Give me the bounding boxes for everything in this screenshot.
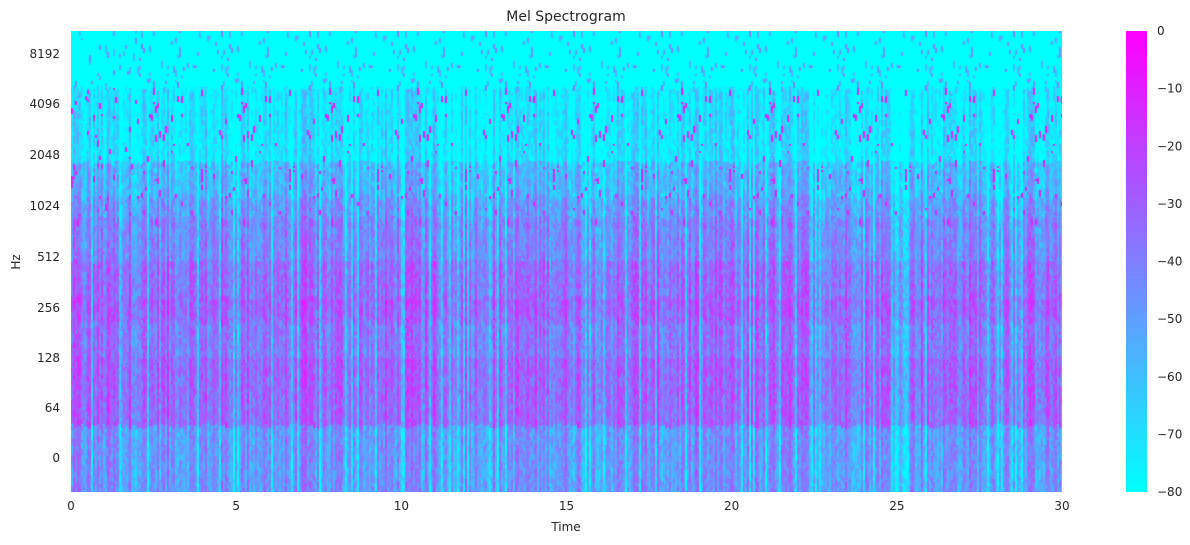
x-axis-ticks: 0 5 10 15 20 25 30 <box>67 499 1069 513</box>
colorbar-tick-label: −40 <box>1157 255 1182 269</box>
colorbar-ticks: 0 −10 −20 −30 −40 −50 −60 −70 −80 <box>1157 24 1182 499</box>
y-tick-label: 512 <box>37 250 60 264</box>
colorbar-tick-label: −80 <box>1157 485 1182 499</box>
x-tick-label: 15 <box>559 499 574 513</box>
y-tick-label: 128 <box>37 351 60 365</box>
x-tick-label: 30 <box>1054 499 1069 513</box>
y-tick-label: 8192 <box>29 47 60 61</box>
colorbar-tick-label: −70 <box>1157 427 1182 441</box>
y-tick-label: 0 <box>52 451 60 465</box>
colorbar <box>1126 31 1147 492</box>
chart-title: Mel Spectrogram <box>506 9 625 25</box>
y-axis-ticks: 0 64 128 256 512 1024 2048 4096 8192 <box>29 47 60 465</box>
spectrogram-heatmap <box>71 31 1062 492</box>
colorbar-tick-label: −60 <box>1157 370 1182 384</box>
y-tick-label: 1024 <box>29 199 60 213</box>
colorbar-tick-label: −10 <box>1157 82 1182 96</box>
x-tick-label: 20 <box>724 499 739 513</box>
x-tick-label: 10 <box>394 499 409 513</box>
colorbar-tick-label: −50 <box>1157 312 1182 326</box>
x-tick-label: 25 <box>889 499 904 513</box>
x-axis-label: Time <box>550 520 580 534</box>
y-tick-label: 4096 <box>29 97 60 111</box>
x-tick-label: 5 <box>232 499 240 513</box>
colorbar-tick-label: −20 <box>1157 139 1182 153</box>
y-tick-label: 2048 <box>29 148 60 162</box>
colorbar-tick-label: 0 <box>1157 24 1165 38</box>
x-tick-label: 0 <box>67 499 75 513</box>
colorbar-tick-label: −30 <box>1157 197 1182 211</box>
y-tick-label: 256 <box>37 301 60 315</box>
y-axis-label: Hz <box>9 254 23 269</box>
y-tick-label: 64 <box>45 401 60 415</box>
